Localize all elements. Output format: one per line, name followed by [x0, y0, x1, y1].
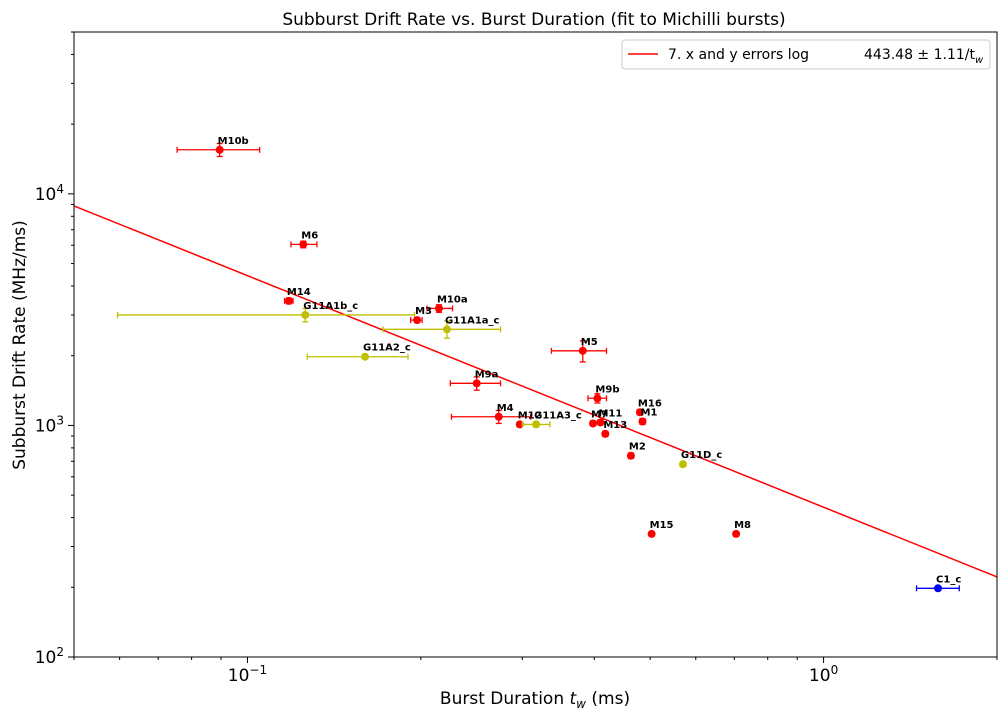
- data-label: M10b: [218, 136, 249, 147]
- data-label: M13: [603, 420, 627, 431]
- data-point-M10a: M10a: [426, 294, 468, 313]
- data-label: C1_c: [936, 574, 961, 585]
- data-marker: [578, 346, 587, 355]
- data-marker: [601, 429, 610, 438]
- legend-box: [621, 39, 991, 70]
- data-marker: [434, 304, 443, 313]
- chart-title: Subburst Drift Rate vs. Burst Duration (…: [282, 10, 785, 30]
- data-marker: [442, 325, 451, 334]
- data-point-M7: M7: [589, 409, 608, 428]
- data-marker: [593, 394, 602, 403]
- data-marker: [299, 240, 308, 249]
- data-point-G11A3_c: G11A3_c: [521, 410, 582, 429]
- data-point-M8: M8: [732, 520, 751, 538]
- data-point-M9a: M9a: [449, 369, 502, 391]
- data-point-M4: M4: [450, 403, 532, 425]
- plot-frame: [73, 31, 998, 658]
- data-label: M1: [641, 407, 658, 418]
- data-label: M9a: [475, 369, 499, 380]
- data-point-M16: M16: [635, 398, 662, 417]
- data-marker: [589, 419, 598, 428]
- data-point-M15: M15: [647, 520, 674, 538]
- data-label: M15: [650, 520, 674, 531]
- data-marker: [532, 420, 541, 429]
- legend-label: 7. x and y errors log: [668, 47, 809, 63]
- data-marker: [678, 460, 687, 469]
- data-marker: [284, 296, 293, 305]
- data-label: G11A2_c: [363, 343, 411, 354]
- data-label: M3: [415, 306, 432, 317]
- legend: 7. x and y errors log 443.48 ± 1.11/tw: [621, 39, 991, 70]
- data-point-M14: M14: [283, 287, 311, 305]
- data-marker: [732, 529, 741, 538]
- data-point-G11A1a_c: G11A1a_c: [382, 315, 502, 339]
- data-label: M16: [638, 398, 662, 409]
- data-point-G11A1b_c: G11A1b_c: [116, 301, 416, 323]
- data-marker: [361, 352, 370, 361]
- data-point-M1: M1: [638, 407, 658, 426]
- y-tick-label: 103: [35, 413, 64, 436]
- data-label: G11A1b_c: [303, 301, 358, 312]
- data-marker: [215, 145, 224, 154]
- data-label: M8: [734, 520, 751, 531]
- data-marker: [596, 418, 605, 427]
- data-point-M10b: M10b: [176, 136, 261, 158]
- data-marker: [413, 316, 422, 325]
- data-label: M11: [598, 408, 622, 419]
- data-label: M4: [497, 403, 514, 414]
- data-label: M5: [581, 337, 598, 348]
- fit-line: [74, 205, 997, 578]
- data-marker: [638, 417, 647, 426]
- data-label: M2: [629, 442, 646, 453]
- data-point-G11D_c: G11D_c: [678, 450, 722, 469]
- data-point-M6: M6: [290, 230, 318, 249]
- data-label: M12: [518, 410, 542, 421]
- data-label: M6: [301, 230, 318, 241]
- x-axis-label: Burst Duration tw (ms): [440, 689, 630, 711]
- data-marker: [934, 584, 943, 593]
- data-marker: [647, 529, 656, 538]
- data-point-M3: M3: [410, 306, 432, 325]
- data-point-M11: M11: [596, 408, 622, 427]
- data-marker: [301, 310, 310, 319]
- data-label: G11A1a_c: [445, 315, 500, 326]
- data-label: M10a: [437, 294, 468, 305]
- y-axis-label: Subburst Drift Rate (MHz/ms): [10, 220, 30, 470]
- x-tick-label: 100: [809, 663, 838, 686]
- axis-ticks: 10−1 100 102 103 104: [35, 31, 998, 686]
- data-label: M14: [287, 287, 311, 298]
- data-point-M5: M5: [550, 337, 608, 363]
- data-marker: [472, 379, 481, 388]
- data-label: M9b: [595, 384, 619, 395]
- y-tick-label: 102: [35, 645, 64, 668]
- x-tick-label: 10−1: [228, 663, 267, 686]
- plot-area: M10b M6 M14 G11A1b_c M10a M3 G11A1a_c G11A2_c M5…: [74, 136, 997, 593]
- data-point-M13: M13: [601, 420, 627, 438]
- data-marker: [626, 451, 635, 460]
- data-label: G11D_c: [681, 450, 722, 461]
- data-point-M9b: M9b: [587, 384, 619, 404]
- y-tick-label: 104: [35, 182, 64, 205]
- data-marker: [494, 412, 503, 421]
- data-point-C1_c: C1_c: [915, 574, 961, 593]
- legend-fit-text: 443.48 ± 1.11/tw: [864, 47, 984, 66]
- data-label: M7: [591, 409, 608, 420]
- data-point-M2: M2: [626, 442, 646, 460]
- data-label: G11A3_c: [534, 410, 582, 421]
- data-point-G11A2_c: G11A2_c: [306, 343, 411, 361]
- data-marker: [635, 408, 644, 417]
